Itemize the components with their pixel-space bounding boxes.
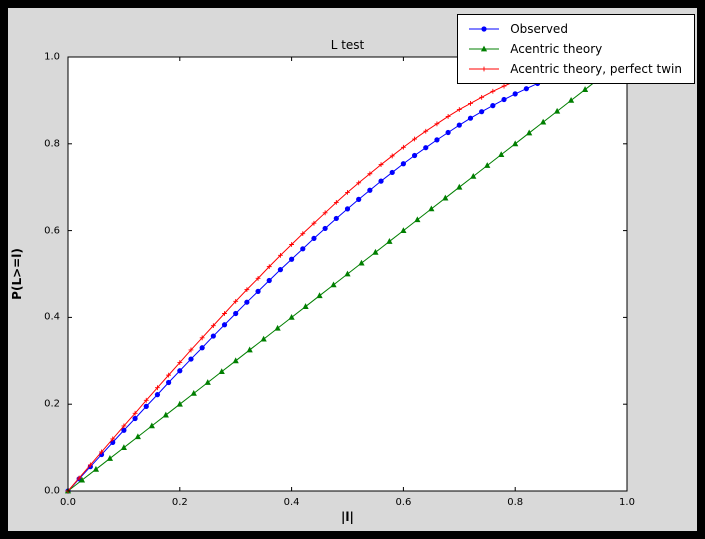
x-tick-label: 0.0 (60, 497, 76, 508)
legend-label: Observed (510, 22, 568, 36)
legend-key-perfect-twin (469, 66, 500, 72)
series-acentric-theory-perfect-twin (65, 70, 540, 494)
y-tick-label: 0.8 (44, 138, 60, 150)
x-tick-label: 0.2 (171, 497, 188, 508)
x-tick-label: 1.0 (619, 497, 635, 508)
y-tick-label: 0.6 (44, 225, 60, 237)
y-tick-label: 0.4 (44, 311, 60, 323)
x-tick-label: 0.8 (507, 497, 524, 508)
x-tick-label: 0.6 (395, 497, 412, 508)
plot-svg (64, 56, 628, 494)
x-axis-label: |l| (341, 510, 354, 524)
y-tick-label: 0.2 (44, 398, 60, 410)
legend-item: Observed (466, 20, 682, 38)
legend-item: Acentric theory (466, 40, 682, 58)
legend-label: Acentric theory (510, 42, 603, 56)
y-axis-label: P(L>=l) (10, 248, 24, 300)
axes-frame (67, 56, 628, 492)
y-tick-label: 1.0 (44, 51, 60, 63)
y-tick-label: 0.0 (44, 485, 60, 497)
legend-label: Acentric theory, perfect twin (510, 62, 682, 76)
legend-item: Acentric theory, perfect twin (466, 60, 682, 78)
figure: L test |l| P(L>=l) Observed Acentric the… (8, 8, 697, 531)
series-acentric-theory (64, 64, 617, 494)
x-tick-label: 0.4 (283, 497, 300, 508)
legend: Observed Acentric theory Acentric theory… (457, 14, 695, 84)
legend-key-observed (469, 26, 500, 32)
chart-title: L test (330, 38, 365, 52)
legend-key-acentric-theory (469, 45, 500, 52)
